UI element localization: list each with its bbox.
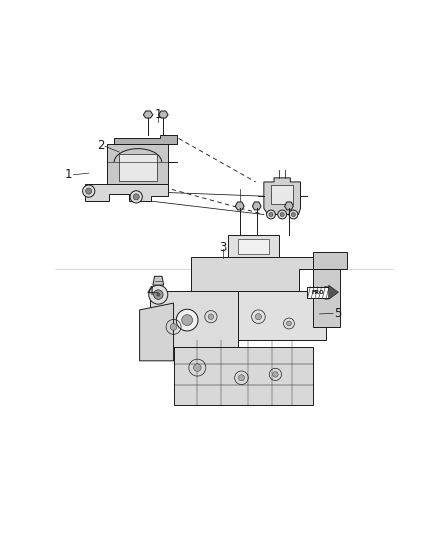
- Circle shape: [289, 210, 298, 219]
- Text: FRO: FRO: [311, 290, 324, 295]
- Text: 1: 1: [64, 168, 72, 181]
- Polygon shape: [119, 154, 156, 181]
- Polygon shape: [159, 111, 168, 118]
- Polygon shape: [328, 285, 339, 300]
- Polygon shape: [235, 202, 244, 210]
- Text: 4: 4: [146, 285, 154, 298]
- FancyBboxPatch shape: [307, 287, 328, 297]
- Polygon shape: [228, 235, 279, 257]
- Polygon shape: [173, 347, 313, 405]
- Polygon shape: [150, 291, 238, 347]
- Circle shape: [272, 372, 278, 377]
- Polygon shape: [238, 291, 326, 341]
- Polygon shape: [140, 303, 173, 361]
- Circle shape: [278, 210, 286, 219]
- Polygon shape: [107, 143, 169, 184]
- Circle shape: [86, 188, 92, 194]
- Circle shape: [154, 290, 163, 300]
- Polygon shape: [85, 184, 169, 201]
- Circle shape: [149, 285, 168, 304]
- Polygon shape: [191, 257, 320, 291]
- Text: 2: 2: [97, 139, 104, 152]
- Circle shape: [176, 309, 198, 331]
- Circle shape: [238, 375, 244, 381]
- Circle shape: [133, 194, 139, 200]
- Circle shape: [280, 213, 284, 216]
- Text: 3: 3: [219, 240, 226, 254]
- Circle shape: [269, 213, 273, 216]
- Text: 1: 1: [155, 108, 162, 121]
- Polygon shape: [313, 269, 340, 327]
- Polygon shape: [153, 276, 164, 285]
- Polygon shape: [252, 202, 261, 210]
- Polygon shape: [285, 202, 293, 210]
- Circle shape: [194, 364, 201, 372]
- Circle shape: [255, 313, 261, 320]
- Circle shape: [83, 185, 95, 197]
- Circle shape: [170, 324, 177, 330]
- Circle shape: [130, 191, 142, 203]
- Polygon shape: [271, 185, 293, 204]
- Circle shape: [182, 314, 193, 326]
- Polygon shape: [143, 111, 153, 118]
- Circle shape: [267, 210, 276, 219]
- Circle shape: [286, 321, 291, 326]
- Polygon shape: [238, 239, 268, 254]
- Circle shape: [320, 287, 332, 299]
- Circle shape: [291, 213, 295, 216]
- Polygon shape: [114, 135, 177, 143]
- Polygon shape: [313, 252, 346, 269]
- Polygon shape: [264, 178, 300, 214]
- Text: 5: 5: [335, 307, 342, 320]
- Circle shape: [208, 314, 214, 319]
- Circle shape: [156, 293, 160, 297]
